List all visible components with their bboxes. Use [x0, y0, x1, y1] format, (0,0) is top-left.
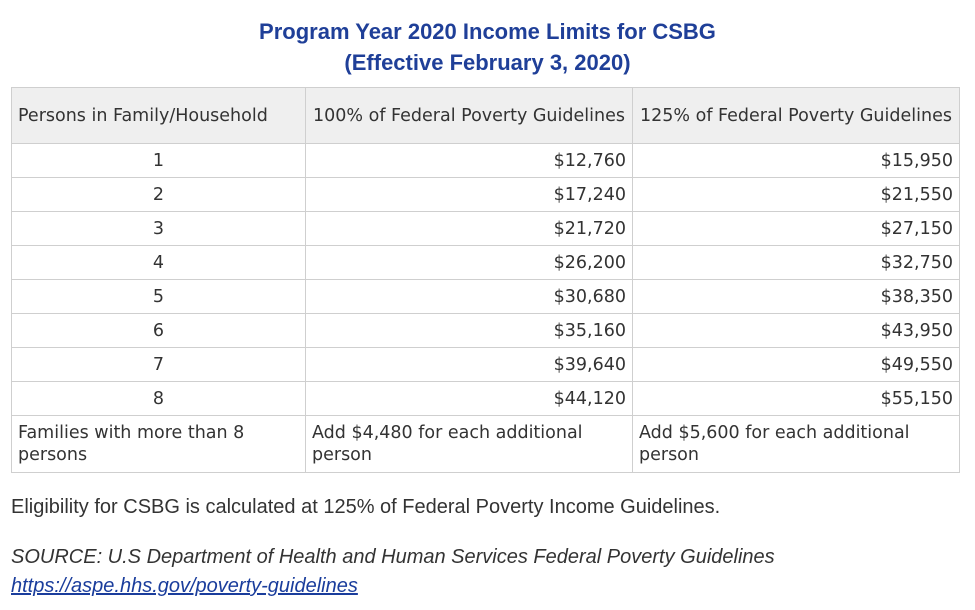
- table-row: 2 $17,240 $21,550: [11, 177, 960, 212]
- table-row: 1 $12,760 $15,950: [11, 143, 960, 178]
- limit-125-cell: $43,950: [632, 313, 960, 348]
- persons-cell: 1: [11, 143, 306, 178]
- persons-cell: 2: [11, 177, 306, 212]
- limit-125-cell: $21,550: [632, 177, 960, 212]
- limit-125-cell: $27,150: [632, 211, 960, 246]
- persons-cell: 3: [11, 211, 306, 246]
- limit-100-cell: $12,760: [305, 143, 633, 178]
- limit-125-cell: $38,350: [632, 279, 960, 314]
- persons-cell: 4: [11, 245, 306, 280]
- income-limits-table: Persons in Family/Household 100% of Fede…: [11, 87, 960, 473]
- limit-100-cell: $35,160: [305, 313, 633, 348]
- limit-125-cell: $15,950: [632, 143, 960, 178]
- header-100-percent: 100% of Federal Poverty Guidelines: [305, 87, 633, 144]
- table-row: 5 $30,680 $38,350: [11, 279, 960, 314]
- persons-cell: 6: [11, 313, 306, 348]
- table-header-row: Persons in Family/Household 100% of Fede…: [11, 87, 960, 144]
- limit-125-cell: $49,550: [632, 347, 960, 382]
- table-row: 8 $44,120 $55,150: [11, 381, 960, 416]
- eligibility-note: Eligibility for CSBG is calculated at 12…: [11, 496, 721, 518]
- header-125-percent: 125% of Federal Poverty Guidelines: [632, 87, 960, 144]
- title-line-1: Program Year 2020 Income Limits for CSBG: [259, 19, 716, 44]
- page-title: Program Year 2020 Income Limits for CSBG…: [0, 16, 975, 78]
- limit-100-cell: $17,240: [305, 177, 633, 212]
- additional-person-125: Add $5,600 for each additional person: [632, 415, 960, 473]
- header-persons: Persons in Family/Household: [11, 87, 306, 144]
- additional-person-row: Families with more than 8 persons Add $4…: [11, 415, 960, 473]
- additional-person-label: Families with more than 8 persons: [11, 415, 306, 473]
- source-link[interactable]: https://aspe.hhs.gov/poverty-guidelines: [11, 575, 358, 597]
- table-row: 6 $35,160 $43,950: [11, 313, 960, 348]
- source-text: SOURCE: U.S Department of Health and Hum…: [11, 546, 775, 568]
- table-row: 7 $39,640 $49,550: [11, 347, 960, 382]
- title-line-2: (Effective February 3, 2020): [344, 50, 631, 75]
- limit-100-cell: $44,120: [305, 381, 633, 416]
- table-row: 4 $26,200 $32,750: [11, 245, 960, 280]
- limit-100-cell: $39,640: [305, 347, 633, 382]
- source-citation: SOURCE: U.S Department of Health and Hum…: [11, 543, 775, 601]
- limit-100-cell: $30,680: [305, 279, 633, 314]
- table-row: 3 $21,720 $27,150: [11, 211, 960, 246]
- persons-cell: 8: [11, 381, 306, 416]
- additional-person-100: Add $4,480 for each additional person: [305, 415, 633, 473]
- persons-cell: 7: [11, 347, 306, 382]
- limit-125-cell: $32,750: [632, 245, 960, 280]
- limit-100-cell: $21,720: [305, 211, 633, 246]
- limit-125-cell: $55,150: [632, 381, 960, 416]
- persons-cell: 5: [11, 279, 306, 314]
- limit-100-cell: $26,200: [305, 245, 633, 280]
